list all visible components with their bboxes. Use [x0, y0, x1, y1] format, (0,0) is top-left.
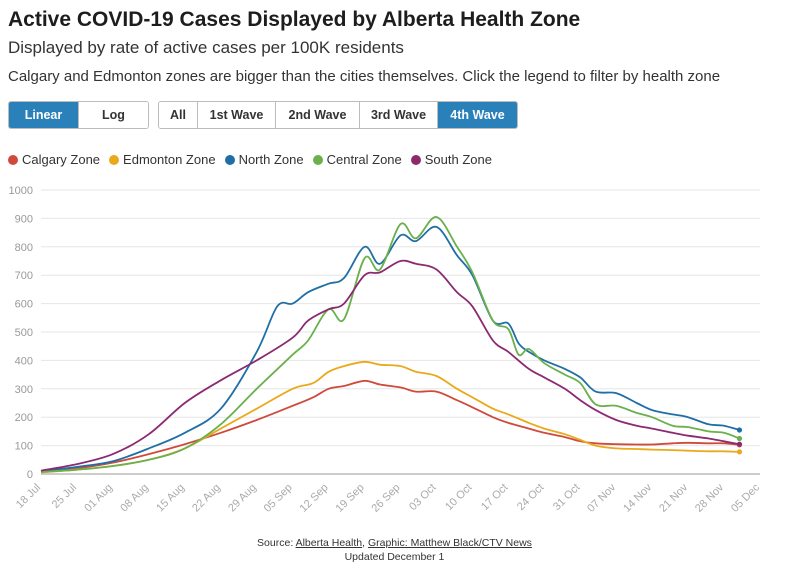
source-separator: , — [362, 537, 368, 549]
x-tick-label: 01 Aug — [82, 482, 115, 515]
chart-subtitle: Displayed by rate of active cases per 10… — [8, 38, 404, 57]
y-tick-label: 600 — [15, 299, 33, 311]
series-line — [40, 379, 740, 473]
legend-marker-icon — [224, 154, 235, 165]
source-link-alberta-health[interactable]: Alberta Health — [295, 537, 363, 549]
scale-toggle-group: Linear Log — [8, 101, 149, 129]
x-tick-label: 15 Aug — [154, 482, 187, 515]
range-4th-wave-button[interactable]: 4th Wave — [438, 102, 517, 128]
range-toggle-group: All 1st Wave 2nd Wave 3rd Wave 4th Wave — [158, 101, 518, 129]
legend-label: Calgary Zone — [22, 152, 101, 167]
series-end-point — [736, 441, 743, 447]
x-tick-label: 12 Sep — [298, 482, 331, 515]
x-tick-label: 08 Aug — [118, 482, 151, 515]
legend-label: Central Zone — [326, 152, 402, 167]
legend-label: North Zone — [238, 152, 304, 167]
x-tick-label: 28 Nov — [693, 481, 726, 514]
x-tick-label: 31 Oct — [551, 482, 582, 513]
x-tick-label: 19 Sep — [334, 482, 367, 515]
range-2nd-wave-button[interactable]: 2nd Wave — [276, 102, 360, 128]
chart-legend: Calgary Zone Edmonton Zone North Zone Centr… — [8, 152, 501, 167]
legend-item[interactable]: Edmonton Zone — [109, 152, 216, 167]
series-line — [40, 225, 740, 473]
y-tick-label: 200 — [15, 412, 33, 424]
legend-item[interactable]: Central Zone — [312, 152, 402, 167]
y-tick-label: 1000 — [9, 185, 33, 197]
range-1st-wave-button[interactable]: 1st Wave — [198, 102, 276, 128]
source-prefix: Source: — [257, 537, 296, 549]
y-tick-label: 700 — [15, 270, 33, 282]
x-tick-label: 05 Dec — [729, 481, 762, 514]
x-tick-label: 07 Nov — [585, 481, 618, 514]
x-tick-label: 26 Sep — [369, 482, 402, 515]
series-line — [40, 259, 740, 472]
x-tick-label: 25 Jul — [50, 482, 79, 511]
x-tick-label: 21 Nov — [657, 481, 690, 514]
x-tick-label: 22 Aug — [190, 482, 223, 515]
graphic-credit-link[interactable]: Graphic: Matthew Black/CTV News — [367, 537, 532, 549]
range-3rd-wave-button[interactable]: 3rd Wave — [360, 102, 438, 128]
y-tick-label: 100 — [15, 441, 33, 453]
x-tick-label: 29 Aug — [226, 482, 259, 515]
x-tick-label: 17 Oct — [479, 482, 510, 513]
chart-description: Calgary and Edmonton zones are bigger th… — [8, 68, 721, 85]
series-line — [40, 216, 740, 473]
series-line — [40, 360, 740, 474]
y-tick-label: 0 — [27, 469, 33, 481]
y-tick-label: 500 — [15, 327, 33, 339]
x-tick-label: 03 Oct — [407, 482, 438, 513]
linear-scale-button[interactable]: Linear — [9, 102, 79, 128]
x-tick-label: 24 Oct — [515, 482, 546, 513]
source-line: Source: Alberta Health, Graphic: Matthew… — [0, 537, 789, 549]
y-tick-label: 800 — [15, 242, 33, 254]
y-tick-label: 400 — [15, 355, 33, 367]
updated-note: Updated December 1 — [344, 551, 445, 563]
y-tick-label: 300 — [15, 384, 33, 396]
legend-item[interactable]: North Zone — [224, 152, 304, 167]
legend-marker-icon — [8, 154, 18, 165]
line-chart: 0 100 200 300 400 500 600 700 800 900 1000 18 Jul 25… — [9, 185, 763, 515]
legend-label: South Zone — [424, 152, 492, 167]
legend-label: Edmonton Zone — [123, 152, 216, 167]
x-tick-label: 05 Sep — [262, 482, 295, 515]
y-tick-label: 900 — [15, 213, 33, 225]
legend-marker-icon — [109, 154, 120, 165]
series-end-point — [736, 427, 743, 433]
legend-item[interactable]: South Zone — [410, 152, 492, 167]
x-tick-label: 10 Oct — [443, 482, 474, 513]
legend-marker-icon — [410, 154, 421, 165]
chart-title: Active COVID-19 Cases Displayed by Alber… — [8, 8, 581, 31]
series-end-point — [736, 435, 743, 442]
legend-marker-icon — [312, 154, 323, 165]
series-end-point — [736, 449, 743, 455]
x-tick-label: 18 Jul — [14, 482, 43, 511]
range-all-button[interactable]: All — [159, 102, 198, 128]
x-tick-label: 14 Nov — [621, 481, 654, 514]
legend-item[interactable]: Calgary Zone — [8, 152, 100, 167]
log-scale-button[interactable]: Log — [79, 102, 148, 128]
